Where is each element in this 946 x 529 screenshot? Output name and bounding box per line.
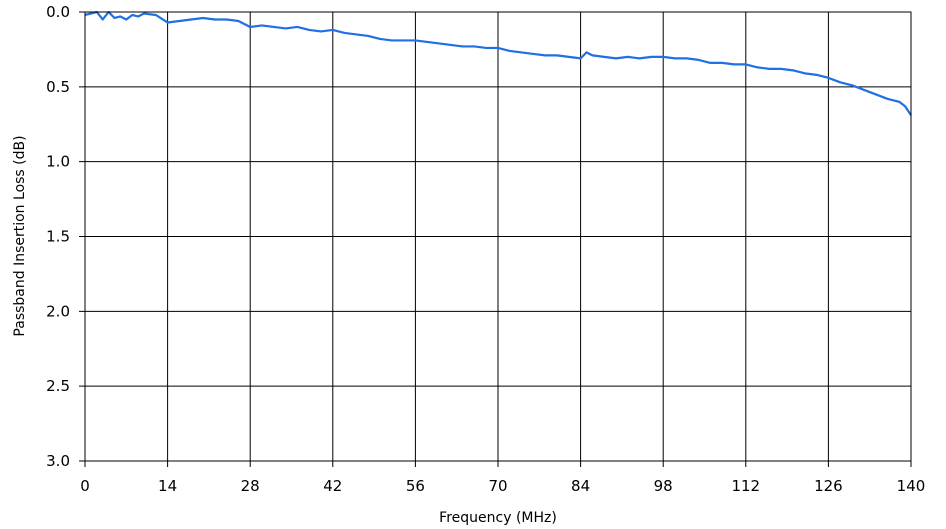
x-tick-label: 70: [488, 477, 507, 495]
x-tick-label: 84: [571, 477, 590, 495]
x-tick-label: 112: [731, 477, 760, 495]
x-axis-label: Frequency (MHz): [439, 510, 557, 526]
x-tick-label: 14: [158, 477, 177, 495]
x-tick-label: 0: [80, 477, 90, 495]
x-tick-label: 28: [241, 477, 260, 495]
y-tick-label: 2.0: [46, 302, 70, 320]
y-tick-label: 1.5: [46, 228, 70, 246]
y-tick-label: 2.5: [46, 377, 70, 395]
y-gridlines: [79, 11, 911, 462]
plot-frame: [84, 11, 912, 462]
x-tick-label: 56: [406, 477, 425, 495]
y-axis-label: Passband Insertion Loss (dB): [12, 135, 28, 336]
y-tick-label: 3.0: [46, 452, 70, 470]
y-tick-labels: 0.0 0.5 1.0 1.5 2.0 2.5 3.0: [46, 3, 70, 470]
series-group: [84, 10, 912, 116]
x-tick-labels: 0 14 28 42 56 70 84 98 112 126 140: [80, 477, 925, 495]
x-tick-label: 126: [814, 477, 843, 495]
y-tick-label: 0.0: [46, 3, 70, 21]
y-tick-label: 1.0: [46, 153, 70, 171]
x-tick-label: 42: [323, 477, 342, 495]
x-gridlines: [84, 12, 912, 467]
x-tick-label: 98: [654, 477, 673, 495]
series-line: [84, 10, 912, 116]
x-tick-label: 140: [897, 477, 926, 495]
y-tick-label: 0.5: [46, 78, 70, 96]
